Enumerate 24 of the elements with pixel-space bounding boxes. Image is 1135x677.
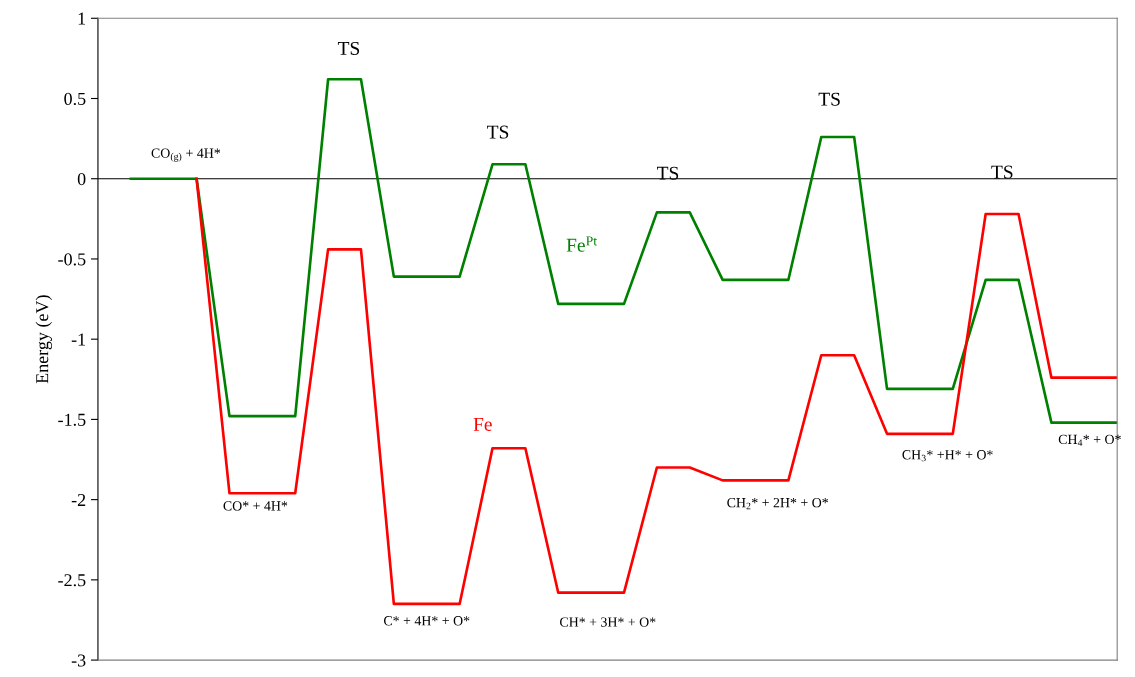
annotation: TS	[818, 92, 840, 106]
y-tick-label: -3	[71, 654, 86, 667]
annotation: TS	[487, 125, 509, 139]
y-tick-label: -2.5	[58, 574, 86, 587]
y-axis-title: Energy (eV)	[35, 295, 53, 384]
annotation: CO* + 4H*	[223, 501, 288, 511]
annotation: CH$_{3}$* +H* + O*	[902, 450, 993, 462]
annotation: CH$_{4}$* + O*	[1058, 434, 1121, 446]
y-tick-label: -1.5	[58, 413, 86, 426]
annotation: C* + 4H* + O*	[383, 616, 470, 626]
series-label: Fe$^{Pt}$	[566, 236, 597, 252]
annotation: TS	[657, 166, 679, 180]
y-tick-label: -1	[71, 333, 86, 346]
y-tick-label: 0	[77, 172, 86, 186]
y-tick-label: -2	[71, 493, 86, 506]
annotation: CH$_{2}$* + 2H* + O*	[727, 498, 829, 510]
annotation: CH* + 3H* + O*	[560, 617, 656, 627]
annotation: CO$_{(g)}$ + 4H*	[151, 148, 221, 162]
annotation: TS	[337, 41, 360, 55]
y-tick-label: 1	[78, 12, 86, 25]
annotation: TS	[991, 165, 1013, 179]
y-tick-label: -0.5	[58, 253, 86, 266]
y-tick-label: 0.5	[64, 92, 86, 106]
series-label: Fe	[473, 418, 492, 431]
